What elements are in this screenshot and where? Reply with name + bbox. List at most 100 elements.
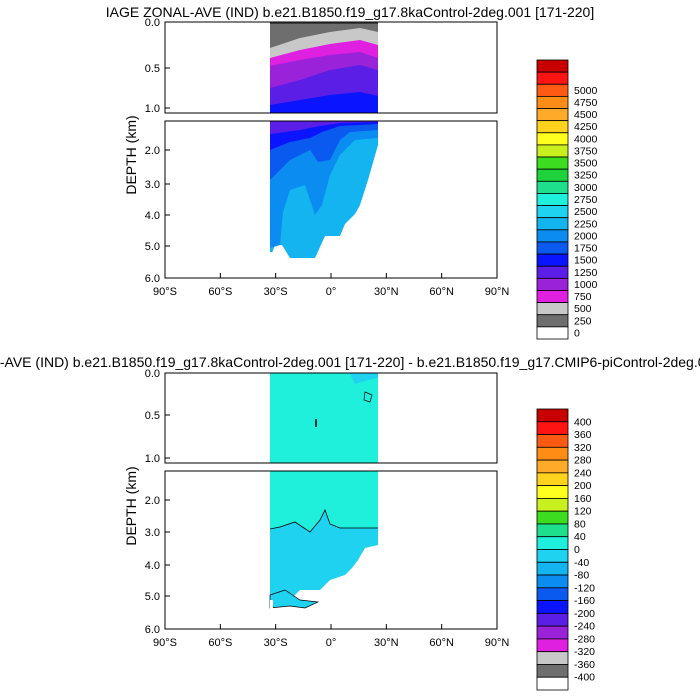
field-band — [350, 373, 378, 384]
colorbar-swatch — [536, 651, 569, 665]
colorbar-swatch — [536, 326, 569, 340]
colorbar-label: -40 — [574, 557, 589, 569]
colorbar-swatch — [536, 314, 569, 328]
colorbar-label: 360 — [574, 429, 592, 441]
chart-panel-2: IAGE ZONAL-AVE (IND) b.e21.B1850.f19_g17… — [0, 354, 700, 691]
colorbar-swatch — [536, 265, 569, 279]
y-tick-label: 1.0 — [145, 103, 160, 115]
x-tick-label: 30°N — [374, 286, 399, 298]
x-tick-label: 0° — [326, 286, 337, 298]
x-tick-label: 30°S — [264, 637, 288, 649]
field-band — [270, 92, 378, 113]
colorbar-label: 1750 — [574, 243, 598, 255]
colorbar-label: 240 — [574, 467, 592, 479]
colorbar-swatch — [536, 193, 569, 206]
colorbar-swatch — [536, 59, 569, 73]
y-tick-label: 0.5 — [145, 63, 160, 75]
upper-field — [270, 22, 378, 113]
y-tick-label: 6.0 — [145, 624, 160, 636]
colorbar-swatch — [536, 290, 569, 304]
colorbar-label: 280 — [574, 455, 592, 467]
colorbar-label: 1250 — [574, 267, 598, 279]
colorbar-label: 1500 — [574, 255, 598, 267]
x-tick-label: 90°N — [485, 286, 510, 298]
x-tick-label: 30°S — [264, 286, 288, 298]
colorbar: -400-360-320-280-240-200-160-120-80-4004… — [536, 408, 595, 691]
y-tick-label: 0.5 — [145, 410, 160, 422]
colorbar-label: 3250 — [574, 170, 598, 182]
colorbar-swatch — [536, 587, 569, 601]
y-axis-label: DEPTH (km) — [123, 115, 139, 194]
upper-field — [270, 373, 378, 463]
colorbar-label: 5000 — [574, 85, 598, 97]
colorbar-swatch — [536, 95, 569, 109]
colorbar-label: 400 — [574, 416, 592, 428]
colorbar-swatch — [536, 156, 569, 170]
colorbar-swatch — [536, 253, 569, 267]
y-tick-label: 5.0 — [145, 241, 160, 253]
y-tick-label: 2.0 — [145, 145, 160, 157]
colorbar-swatch — [536, 523, 569, 538]
colorbar-swatch — [536, 625, 569, 640]
upper-axes-frame — [164, 372, 498, 464]
colorbar-swatch — [536, 408, 569, 423]
contour-line — [269, 508, 378, 533]
chart-title: IAGE ZONAL-AVE (IND) b.e21.B1850.f19_g17… — [0, 354, 700, 370]
colorbar-label: -360 — [574, 659, 595, 671]
colorbar-swatch — [536, 241, 569, 255]
colorbar-swatch — [536, 421, 569, 435]
field-band — [270, 373, 378, 463]
colorbar-label: -320 — [574, 646, 595, 658]
colorbar-swatch — [536, 168, 569, 182]
colorbar-swatch — [536, 83, 569, 97]
y-tick-label: 3.0 — [145, 179, 160, 191]
colorbar-label: -160 — [574, 595, 595, 607]
colorbar-label: 2000 — [574, 230, 598, 242]
colorbar-swatch — [536, 574, 569, 589]
colorbar-swatch — [536, 277, 569, 291]
y-tick-label: 5.0 — [145, 591, 160, 603]
contour-line — [363, 391, 373, 403]
colorbar-label: 3000 — [574, 182, 598, 194]
colorbar-label: 40 — [574, 531, 586, 543]
x-tick-label: 90°S — [153, 286, 177, 298]
colorbar-swatch — [536, 459, 569, 474]
colorbar-label: 200 — [574, 480, 592, 492]
field-band — [270, 121, 378, 134]
colorbar-swatch — [536, 71, 569, 85]
colorbar-label: -400 — [574, 672, 595, 684]
colorbar-label: 120 — [574, 506, 592, 518]
x-tick-label: 90°N — [485, 637, 510, 649]
colorbar-label: -280 — [574, 633, 595, 645]
colorbar-swatch — [536, 664, 569, 678]
y-tick-label: 3.0 — [145, 527, 160, 539]
colorbar-label: 1000 — [574, 279, 598, 291]
colorbar-label: -80 — [574, 570, 589, 582]
colorbar-label: 2500 — [574, 206, 598, 218]
colorbar-swatch — [536, 217, 569, 231]
colorbar-swatch — [536, 510, 569, 525]
colorbar-label: -120 — [574, 582, 595, 594]
x-tick-label: 60°N — [429, 286, 454, 298]
colorbar-swatch — [536, 638, 569, 653]
colorbar-label: 160 — [574, 493, 592, 505]
colorbar-label: 4000 — [574, 133, 598, 145]
colorbar-label: 4750 — [574, 97, 598, 109]
lower-field — [270, 121, 378, 262]
x-tick-label: 60°S — [208, 637, 232, 649]
y-tick-label: 6.0 — [145, 273, 160, 285]
colorbar-swatch — [536, 132, 569, 146]
colorbar: 0250500750100012501500175020002250250027… — [536, 59, 598, 340]
x-tick-label: 30°N — [374, 637, 399, 649]
colorbar-swatch — [536, 549, 569, 563]
colorbar-swatch — [536, 180, 569, 194]
colorbar-swatch — [536, 229, 569, 243]
y-tick-label: 2.0 — [145, 495, 160, 507]
colorbar-swatch — [536, 205, 569, 219]
colorbar-label: 500 — [574, 303, 592, 315]
colorbar-swatch — [536, 600, 569, 614]
colorbar-label: -200 — [574, 608, 595, 620]
colorbar-label: 3750 — [574, 145, 598, 157]
topography-mask — [270, 545, 378, 629]
